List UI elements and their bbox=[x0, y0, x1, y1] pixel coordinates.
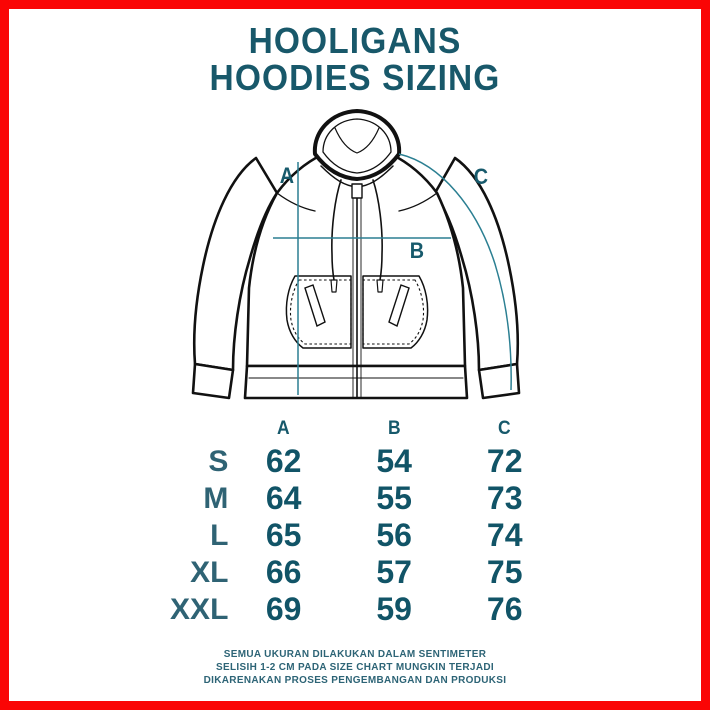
value-b: 56 bbox=[376, 517, 412, 553]
measurement-label-c: C bbox=[473, 164, 489, 189]
table-header-row: A B C bbox=[140, 415, 560, 443]
hoodie-illustration bbox=[155, 98, 565, 413]
size-chart-table: A B C S 62 54 72 M 64 55 73 L 65 56 bbox=[140, 415, 560, 628]
header-column-b: B bbox=[387, 418, 401, 439]
size-label: L bbox=[210, 518, 229, 552]
footnote-line-1: SEMUA UKURAN DILAKUKAN DALAM SENTIMETER bbox=[223, 648, 487, 660]
header-column-a: A bbox=[277, 418, 290, 439]
footnote-line-2: SELISIH 1-2 CM PADA SIZE CHART MUNGKIN T… bbox=[216, 661, 494, 673]
measurement-label-a: A bbox=[279, 163, 295, 188]
value-a: 69 bbox=[265, 591, 302, 627]
value-a: 64 bbox=[265, 480, 302, 516]
size-label: S bbox=[208, 444, 229, 478]
header-size-blank bbox=[144, 415, 225, 443]
table-row: L 65 56 74 bbox=[140, 517, 560, 554]
value-a: 65 bbox=[265, 517, 302, 553]
table-row: S 62 54 72 bbox=[140, 443, 560, 480]
size-label: XL bbox=[190, 555, 229, 589]
title-line-subject: HOODIES SIZING bbox=[209, 57, 501, 98]
table-row: XL 66 57 75 bbox=[140, 554, 560, 591]
title-line-brand: HOOLIGANS bbox=[248, 20, 462, 61]
value-c: 73 bbox=[486, 480, 523, 516]
measurement-label-b: B bbox=[409, 238, 425, 263]
value-a: 62 bbox=[265, 443, 302, 479]
value-c: 74 bbox=[486, 517, 523, 553]
value-a: 66 bbox=[265, 554, 302, 590]
value-c: 72 bbox=[486, 443, 523, 479]
table-row: XXL 69 59 76 bbox=[140, 591, 560, 628]
value-c: 76 bbox=[486, 591, 523, 627]
size-label: XXL bbox=[170, 592, 229, 626]
size-label: M bbox=[203, 481, 229, 515]
page-title: HOOLIGANS HOODIES SIZING bbox=[0, 22, 710, 96]
table-row: M 64 55 73 bbox=[140, 480, 560, 517]
value-b: 54 bbox=[376, 443, 412, 479]
value-c: 75 bbox=[486, 554, 523, 590]
value-b: 57 bbox=[376, 554, 412, 590]
footnote-line-3: DIKARENAKAN PROSES PENGEMBANGAN DAN PROD… bbox=[203, 674, 507, 686]
value-b: 59 bbox=[376, 591, 412, 627]
footnote: SEMUA UKURAN DILAKUKAN DALAM SENTIMETER … bbox=[0, 648, 710, 687]
header-column-c: C bbox=[498, 418, 512, 439]
value-b: 55 bbox=[376, 480, 412, 516]
